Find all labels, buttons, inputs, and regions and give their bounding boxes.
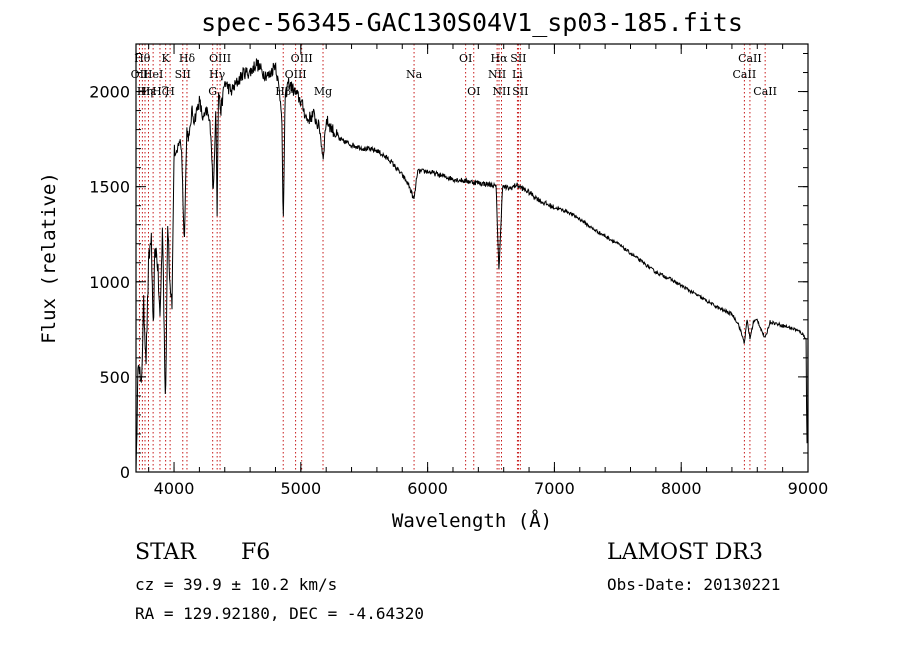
y-tick-label-1: 500 — [99, 368, 130, 387]
spectral-line-label-27: CaII — [738, 52, 762, 65]
flux-series — [135, 58, 809, 473]
object-subclass: F6 — [241, 540, 271, 565]
y-tick-label-0: 0 — [120, 463, 130, 482]
spectral-line-label-5: Hζ — [152, 85, 168, 98]
spectral-line-label-17: Na — [406, 68, 423, 81]
x-axis-label: Wavelength (Å) — [391, 510, 553, 532]
y-axis-label: Flux (relative) — [38, 172, 60, 344]
spectral-line-label-23: Li — [512, 68, 523, 81]
observation-date: Obs-Date: 20130221 — [607, 575, 781, 594]
spectral-line-label-19: OI — [467, 85, 480, 98]
object-class: STAR — [135, 540, 196, 565]
spectral-line-label-26: CaII — [733, 68, 757, 81]
chart-title: spec-56345-GAC130S04V1_sp03-185.fits — [201, 8, 743, 37]
x-tick-label-0: 4000 — [154, 479, 195, 498]
plot-frame — [135, 43, 809, 473]
x-tick-label-4: 8000 — [661, 479, 702, 498]
spectral-line-markers — [138, 44, 766, 472]
spectral-line-label-20: NII — [488, 68, 506, 81]
spectral-line-label-21: Hα — [490, 52, 508, 65]
spectral-line-label-12: OIII — [209, 52, 231, 65]
spectral-line-label-14: OIII — [285, 68, 307, 81]
spectral-line-label-15: OIII — [291, 52, 313, 65]
flux-line — [135, 58, 809, 473]
redshift-cz: cz = 39.9 ± 10.2 km/s — [135, 575, 338, 594]
spectral-line-label-0: OII — [131, 68, 149, 81]
spectral-line-labels: OIIHθHηHεHeIHζKHSIIHδGHγOIIIHβOIIIOIIIMg… — [131, 52, 777, 98]
spectral-line-label-22: NII — [492, 85, 510, 98]
x-tick-label-3: 7000 — [534, 479, 575, 498]
coordinates: RA = 129.92180, DEC = -4.64320 — [135, 604, 424, 623]
spectral-line-label-7: H — [165, 85, 175, 98]
spectral-line-label-24: SII — [510, 52, 526, 65]
x-tick-label-2: 6000 — [407, 479, 448, 498]
x-tick-label-1: 5000 — [280, 479, 321, 498]
spectral-line-label-9: Hδ — [179, 52, 196, 65]
spectral-line-label-1: Hθ — [134, 52, 151, 65]
x-tick-label-5: 9000 — [788, 479, 829, 498]
spectral-line-label-4: HeI — [143, 68, 163, 81]
spectral-line-label-10: G — [208, 85, 217, 98]
spectral-line-label-6: K — [162, 52, 171, 65]
y-tick-label-4: 2000 — [89, 83, 130, 102]
spectral-line-label-11: Hγ — [209, 68, 226, 81]
survey-name: LAMOST DR3 — [607, 540, 763, 565]
spectral-line-label-18: OI — [459, 52, 472, 65]
y-tick-label-2: 1000 — [89, 273, 130, 292]
spectral-line-label-25: SII — [512, 85, 528, 98]
spectral-line-label-8: SII — [175, 68, 191, 81]
spectral-line-label-28: CaII — [753, 85, 777, 98]
spectral-line-label-3: Hε — [141, 85, 157, 98]
axes: 4000 5000 6000 7000 8000 9000 0 500 1000 1500 2000 — [89, 43, 829, 498]
y-tick-label-3: 1500 — [89, 178, 130, 197]
spectral-line-label-16: Mg — [314, 85, 332, 98]
